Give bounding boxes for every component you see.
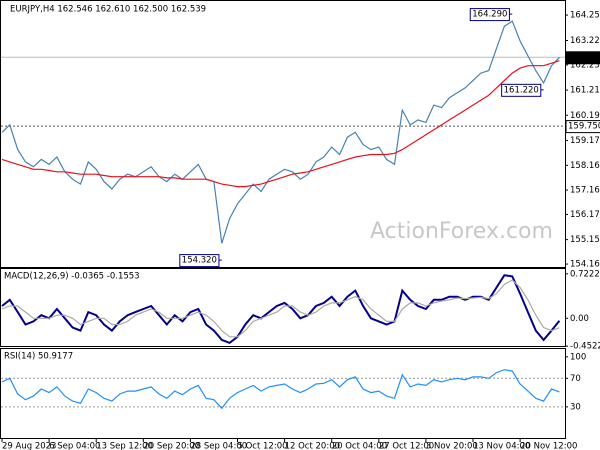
price-title: EURJPY,H4 162.546 162.610 162.500 162.53… — [10, 5, 206, 15]
label-box — [179, 254, 220, 268]
y-tick-label: 100 — [570, 352, 586, 362]
x-tick-label: 3 Nov 20:00 — [426, 442, 478, 450]
x-tick-label: 28 Sep 04:00 — [190, 442, 247, 450]
y-tick-label: 155.150 — [570, 235, 600, 245]
rsi-panel — [0, 348, 566, 439]
rsi-title: RSI(14) 50.9177 — [4, 352, 73, 362]
x-tick-label: 20 Oct 04:00 — [332, 442, 387, 450]
x-tick-label: 13 Nov 04:00 — [473, 442, 530, 450]
x-tick-label: 20 Sep 20:00 — [143, 442, 200, 450]
y-tick-label: 30 — [570, 402, 581, 412]
x-tick-label: 12 Oct 20:00 — [285, 442, 340, 450]
y-tick-label: 161.210 — [570, 86, 600, 96]
label-box — [565, 51, 600, 65]
x-tick-label: 20 Nov 12:00 — [520, 442, 577, 450]
series-line — [1, 369, 560, 410]
y-tick-label: 162.230 — [570, 60, 600, 70]
y-tick-label: 0.7222 — [570, 269, 600, 279]
macd-panel — [0, 268, 566, 347]
y-tick-label: 163.220 — [570, 36, 600, 46]
series-line — [1, 60, 560, 188]
price-label: 164.290 — [472, 10, 507, 20]
price-label: 162.539 — [568, 53, 600, 63]
y-tick-label: 154.160 — [570, 260, 600, 270]
watermark: ActionForex.com — [370, 219, 553, 244]
y-tick-label: 157.160 — [570, 186, 600, 196]
series-line — [1, 274, 561, 345]
y-tick-label: 0.00 — [570, 314, 589, 324]
label-box — [469, 8, 510, 22]
label-box — [501, 83, 542, 97]
y-tick-label: 158.160 — [570, 161, 600, 171]
y-tick-label: 160.190 — [570, 111, 600, 121]
series-line — [1, 20, 560, 244]
x-tick-label: 13 Sep 12:00 — [96, 442, 153, 450]
label-box — [565, 120, 600, 134]
price-label: 159.750 — [568, 122, 600, 132]
y-tick-label: 156.170 — [570, 210, 600, 220]
price-panel — [0, 0, 566, 268]
x-tick-label: 27 Oct 12:00 — [379, 442, 434, 450]
series-line — [1, 279, 560, 338]
price-label: 154.320 — [182, 256, 217, 266]
x-tick-label: 29 Aug 2023 — [2, 442, 56, 450]
y-tick-label: 159.170 — [570, 136, 600, 146]
x-tick-label: 6 Sep 04:00 — [49, 442, 100, 450]
x-tick-label: 5 Oct 12:00 — [238, 442, 288, 450]
y-tick-label: 70 — [570, 374, 581, 384]
price-label: 161.220 — [504, 85, 539, 95]
macd-title: MACD(12,26,9) -0.0365 -0.1553 — [4, 272, 140, 282]
y-tick-label: -0.4522 — [570, 342, 600, 352]
y-tick-label: 164.250 — [570, 11, 600, 21]
